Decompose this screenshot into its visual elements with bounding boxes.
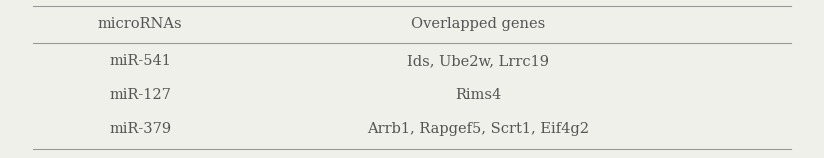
Text: Overlapped genes: Overlapped genes <box>411 18 545 31</box>
Text: Arrb1, Rapgef5, Scrt1, Eif4g2: Arrb1, Rapgef5, Scrt1, Eif4g2 <box>367 122 589 136</box>
Text: microRNAs: microRNAs <box>98 18 182 31</box>
Text: miR-379: miR-379 <box>109 122 171 136</box>
Text: Rims4: Rims4 <box>455 88 501 102</box>
Text: miR-127: miR-127 <box>109 88 171 102</box>
Text: Ids, Ube2w, Lrrc19: Ids, Ube2w, Lrrc19 <box>407 54 549 68</box>
Text: miR-541: miR-541 <box>109 54 171 68</box>
